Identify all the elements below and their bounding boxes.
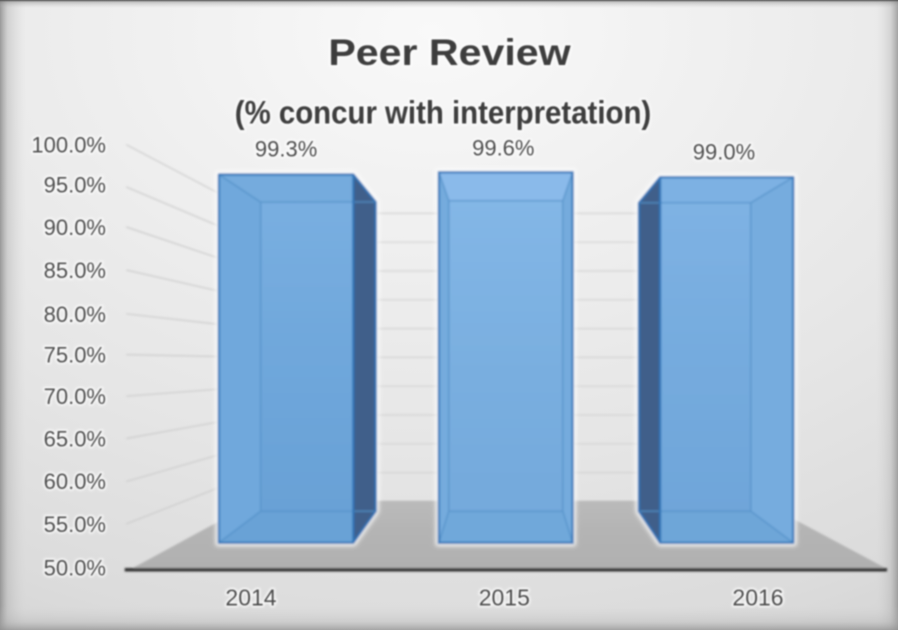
svg-text:65.0%: 65.0% bbox=[44, 427, 106, 452]
svg-text:85.0%: 85.0% bbox=[44, 258, 106, 283]
svg-text:100.0%: 100.0% bbox=[31, 133, 106, 158]
svg-text:55.0%: 55.0% bbox=[44, 512, 106, 537]
svg-text:2015: 2015 bbox=[479, 585, 530, 611]
svg-text:99.3%: 99.3% bbox=[255, 137, 317, 162]
svg-text:95.0%: 95.0% bbox=[44, 173, 106, 198]
svg-text:(% concur with interpretation): (% concur with interpretation) bbox=[235, 95, 651, 131]
svg-text:99.6%: 99.6% bbox=[472, 136, 534, 161]
svg-text:55.0%: 55.0% bbox=[44, 512, 106, 537]
svg-text:65.0%: 65.0% bbox=[44, 427, 106, 452]
svg-text:50.0%: 50.0% bbox=[44, 556, 106, 581]
svg-text:2014: 2014 bbox=[225, 585, 276, 611]
svg-text:99.0%: 99.0% bbox=[693, 140, 755, 165]
svg-text:80.0%: 80.0% bbox=[44, 302, 106, 327]
svg-text:99.6%: 99.6% bbox=[472, 136, 534, 161]
svg-text:85.0%: 85.0% bbox=[44, 258, 106, 283]
svg-text:Peer Review: Peer Review bbox=[328, 31, 571, 73]
svg-text:99.3%: 99.3% bbox=[255, 137, 317, 162]
svg-text:60.0%: 60.0% bbox=[44, 469, 106, 494]
svg-text:50.0%: 50.0% bbox=[44, 556, 106, 581]
svg-text:75.0%: 75.0% bbox=[44, 343, 106, 368]
svg-text:90.0%: 90.0% bbox=[44, 215, 106, 240]
svg-text:99.0%: 99.0% bbox=[693, 140, 755, 165]
svg-text:(% concur with interpretation): (% concur with interpretation) bbox=[235, 95, 651, 131]
svg-text:70.0%: 70.0% bbox=[44, 384, 106, 409]
svg-text:95.0%: 95.0% bbox=[44, 173, 106, 198]
svg-text:Peer Review: Peer Review bbox=[328, 31, 571, 73]
svg-text:2014: 2014 bbox=[225, 585, 276, 611]
svg-text:75.0%: 75.0% bbox=[44, 343, 106, 368]
svg-text:70.0%: 70.0% bbox=[44, 384, 106, 409]
svg-text:100.0%: 100.0% bbox=[31, 133, 106, 158]
svg-text:2015: 2015 bbox=[479, 585, 530, 611]
svg-text:90.0%: 90.0% bbox=[44, 215, 106, 240]
svg-text:2016: 2016 bbox=[732, 585, 783, 611]
svg-text:60.0%: 60.0% bbox=[44, 469, 106, 494]
svg-text:80.0%: 80.0% bbox=[44, 302, 106, 327]
svg-text:2016: 2016 bbox=[732, 585, 783, 611]
